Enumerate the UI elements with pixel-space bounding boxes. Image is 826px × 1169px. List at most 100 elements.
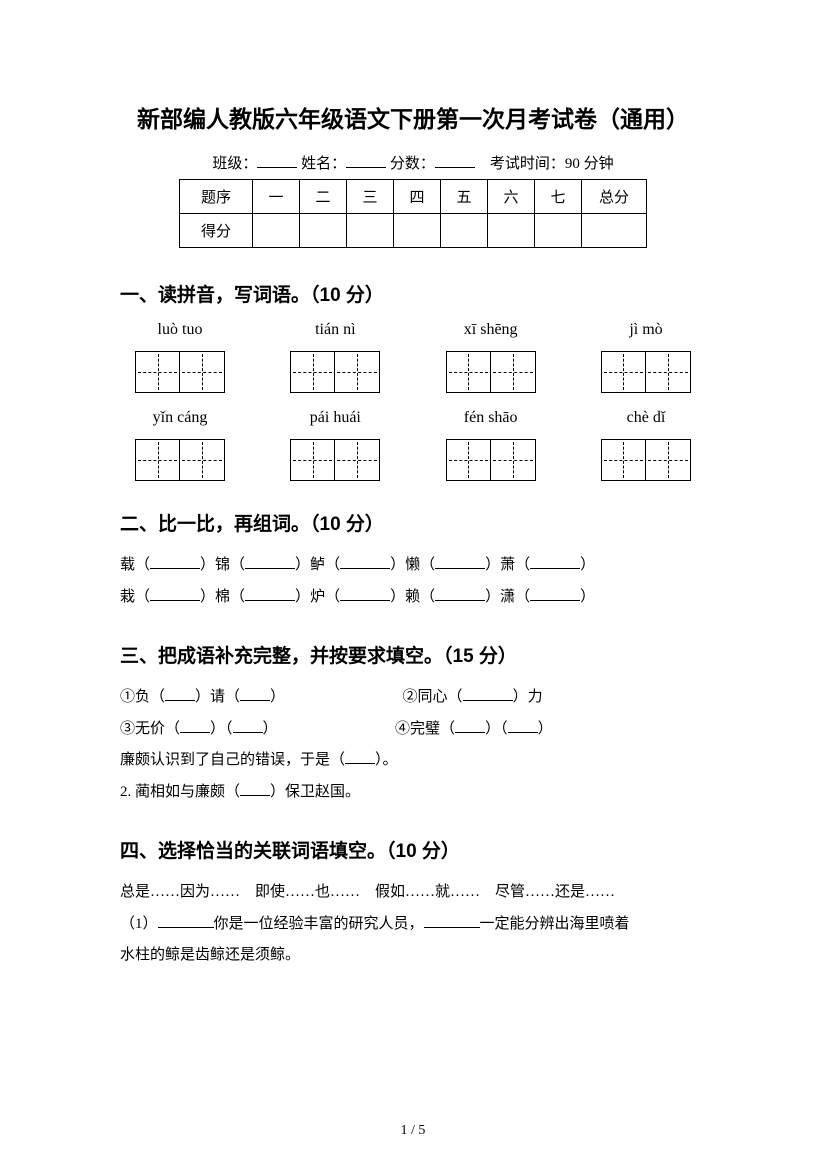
q2-blank[interactable] [245, 585, 295, 601]
q2-close: ） [390, 557, 405, 573]
tianzi-box[interactable] [601, 439, 691, 481]
q2-char: 棉（ [215, 589, 245, 605]
score-table: 题序一二三四五六七总分 得分 [179, 179, 647, 248]
tianzi-box[interactable] [135, 351, 225, 393]
q4-body: 总是……因为…… 即使……也…… 假如……就…… 尽管……还是…… （1）你是一… [120, 877, 706, 972]
q3-blank5[interactable] [345, 748, 375, 764]
q2-blank[interactable] [340, 553, 390, 569]
q3-item2-post: ）力 [513, 689, 543, 705]
q3-blank4b[interactable] [508, 717, 538, 733]
q3-item1-post: ） [270, 689, 285, 705]
q4-heading: 四、选择恰当的关联词语填空。（10 分） [120, 836, 706, 863]
q2-blank[interactable] [435, 553, 485, 569]
q2-close: ） [200, 589, 215, 605]
score-table-header-row: 题序一二三四五六七总分 [180, 180, 647, 214]
score-header-cell: 总分 [582, 180, 647, 214]
pinyin-label: jì mò [586, 321, 706, 339]
score-header-cell: 二 [300, 180, 347, 214]
q2-char: 炉（ [310, 589, 340, 605]
tianzi-box[interactable] [446, 351, 536, 393]
score-blank-cell[interactable] [441, 214, 488, 248]
q3-item4-post: ） [538, 721, 553, 737]
q2-close: ） [580, 589, 595, 605]
name-blank[interactable] [346, 152, 386, 168]
score-blank-cell[interactable] [488, 214, 535, 248]
pinyin-label: chè dǐ [586, 409, 706, 427]
q3-line5-pre: 廉颇认识到了自己的错误，于是（ [120, 752, 345, 768]
q2-close: ） [485, 589, 500, 605]
q2-blank[interactable] [150, 585, 200, 601]
score-blank-cell[interactable] [582, 214, 647, 248]
q2-blank[interactable] [435, 585, 485, 601]
score-header-cell: 题序 [180, 180, 253, 214]
score-header-cell: 一 [253, 180, 300, 214]
q3-blank3a[interactable] [180, 717, 210, 733]
q2-char: 锦（ [215, 557, 245, 573]
q2-blank[interactable] [150, 553, 200, 569]
q2-close: ） [295, 589, 310, 605]
q3-blank1b[interactable] [240, 685, 270, 701]
score-header-cell: 七 [535, 180, 582, 214]
q3-body: ①负（）请（） ②同心（）力 ③无价（）（） ④完璧（）（） 廉颇认识到了自己的… [120, 682, 706, 808]
q4-item1-mid2: 一定能分辨出海里喷着 [480, 916, 630, 932]
score-blank-cell[interactable] [253, 214, 300, 248]
score-blank-cell[interactable] [394, 214, 441, 248]
q3-item4-mid: ）（ [485, 721, 508, 737]
q2-char: 栽（ [120, 589, 150, 605]
q2-char: 赖（ [405, 589, 435, 605]
q3-blank6[interactable] [240, 780, 270, 796]
q2-close: ） [200, 557, 215, 573]
q3-item3-pre: ③无价（ [120, 721, 180, 737]
score-blank-cell[interactable] [535, 214, 582, 248]
q2-char: 懒（ [405, 557, 435, 573]
q2-close: ） [485, 557, 500, 573]
page-number: 1 / 5 [0, 1123, 826, 1139]
q4-item1-tail: 水柱的鲸是齿鲸还是须鲸。 [120, 940, 706, 972]
q3-item3-post: ） [263, 721, 278, 737]
tianzi-box[interactable] [601, 351, 691, 393]
score-header-cell: 三 [347, 180, 394, 214]
tianzi-box[interactable] [290, 351, 380, 393]
q3-item1-mid: ）请（ [195, 689, 240, 705]
q3-blank1a[interactable] [165, 685, 195, 701]
score-blank[interactable] [435, 152, 475, 168]
pinyin-label: tián nì [275, 321, 395, 339]
score-label: 分数： [390, 156, 435, 172]
pinyin-label: yǐn cáng [120, 409, 240, 427]
score-blank-cell[interactable] [300, 214, 347, 248]
q4-item1-pre: （1） [120, 916, 158, 932]
class-blank[interactable] [257, 152, 297, 168]
q4-blank1b[interactable] [424, 912, 480, 928]
q3-item1-pre: ①负（ [120, 689, 165, 705]
q4-options: 总是……因为…… 即使……也…… 假如……就…… 尽管……还是…… [120, 877, 706, 909]
pinyin-label: fén shāo [431, 409, 551, 427]
score-header-cell: 四 [394, 180, 441, 214]
q3-blank4a[interactable] [455, 717, 485, 733]
q2-char: 萧（ [500, 557, 530, 573]
tianzi-box[interactable] [446, 439, 536, 481]
tianzi-box[interactable] [135, 439, 225, 481]
q3-item4-pre: ④完璧（ [395, 721, 455, 737]
tianzi-box[interactable] [290, 439, 380, 481]
q2-heading: 二、比一比，再组词。（10 分） [120, 509, 706, 536]
q2-blank[interactable] [340, 585, 390, 601]
pinyin-label: luò tuo [120, 321, 240, 339]
pinyin-label: pái huái [275, 409, 395, 427]
q3-line5-post: ）。 [375, 752, 398, 768]
q2-blank[interactable] [530, 553, 580, 569]
score-blank-cell[interactable] [347, 214, 394, 248]
q2-close: ） [580, 557, 595, 573]
q3-item2-pre: ②同心（ [403, 689, 463, 705]
q2-close: ） [295, 557, 310, 573]
q1-heading: 一、读拼音，写词语。（10 分） [120, 280, 706, 307]
q2-blank[interactable] [245, 553, 295, 569]
page-title: 新部编人教版六年级语文下册第一次月考试卷（通用） [120, 100, 706, 134]
class-label: 班级： [212, 156, 257, 172]
q3-blank3b[interactable] [233, 717, 263, 733]
q2-close: ） [390, 589, 405, 605]
q2-char: 载（ [120, 557, 150, 573]
q3-line6-pre: 2. 蔺相如与廉颇（ [120, 784, 240, 800]
q3-blank2[interactable] [463, 685, 513, 701]
q4-blank1a[interactable] [158, 912, 214, 928]
q2-blank[interactable] [530, 585, 580, 601]
